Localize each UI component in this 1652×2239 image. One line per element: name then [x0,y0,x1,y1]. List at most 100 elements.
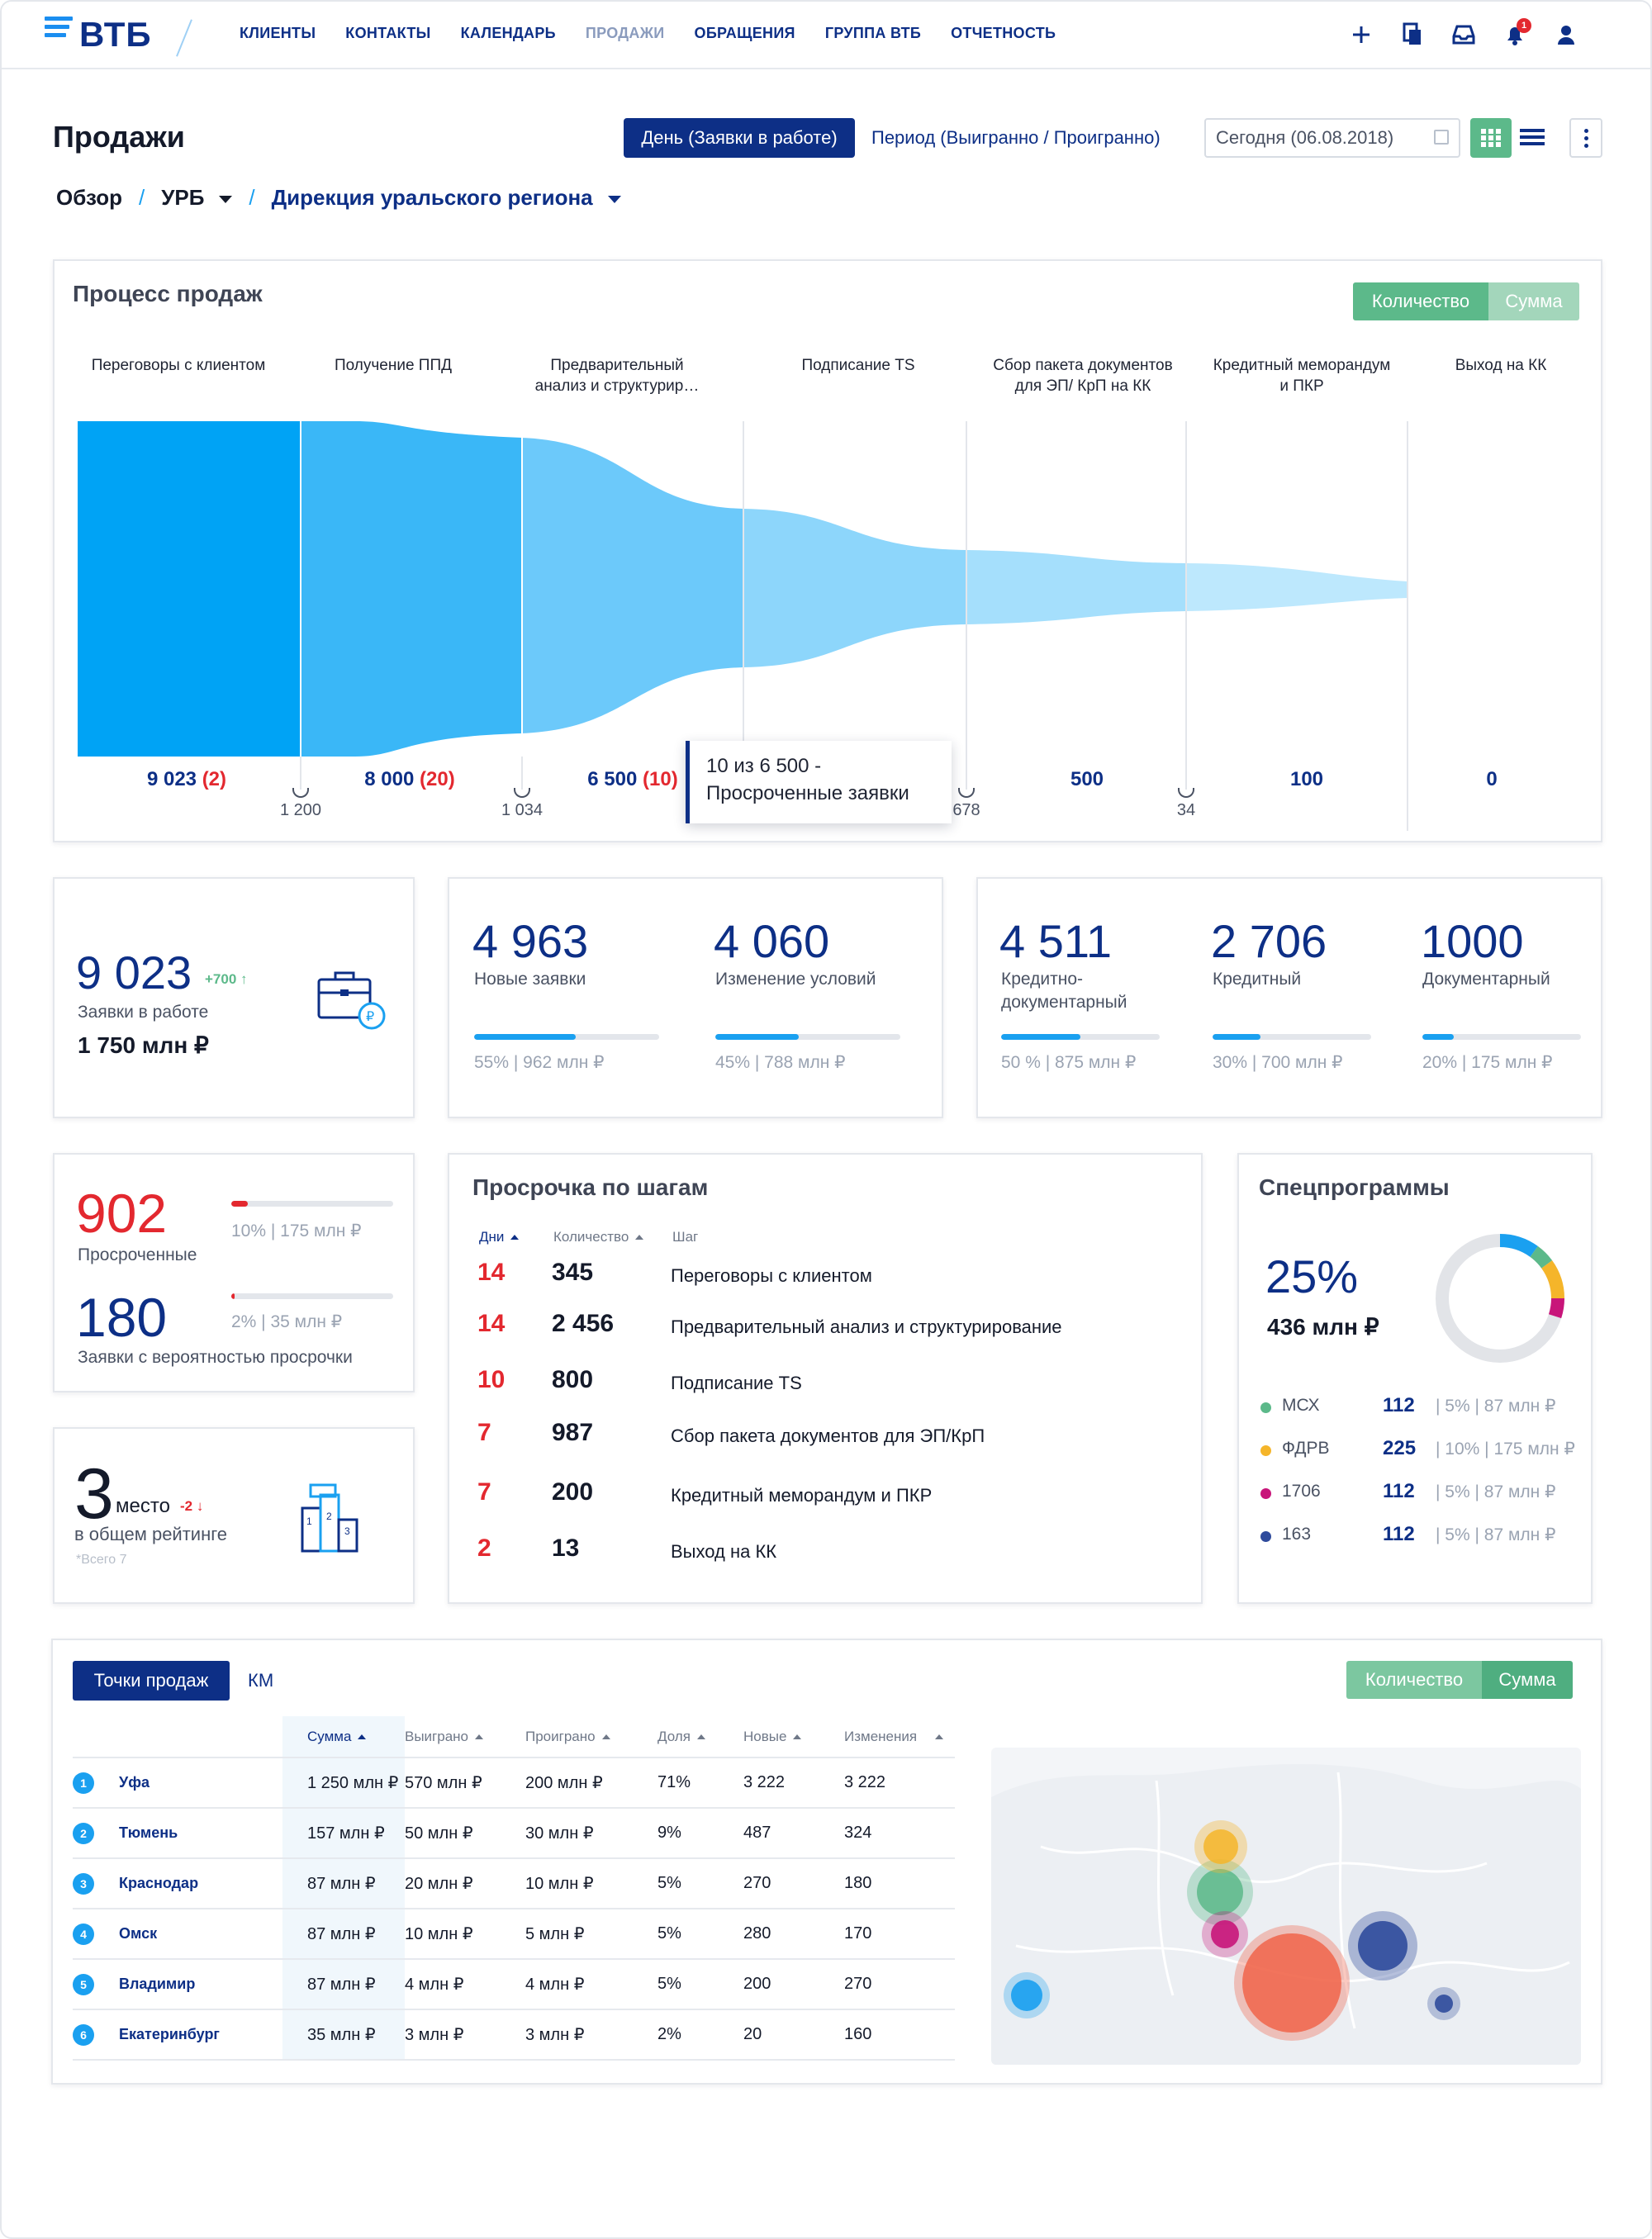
stage-value[interactable]: 6 500 (10) [587,768,678,790]
chevron-down-icon[interactable] [219,196,233,203]
toggle-count[interactable]: Количество [1353,282,1488,320]
risk-label: Заявки с вероятностью просрочки [78,1348,353,1367]
sales-map[interactable] [991,1748,1581,2065]
nav-item-contacts[interactable]: КОНТАКТЫ [345,25,431,41]
in-work-label: Заявки в работе [78,1003,209,1022]
header-new[interactable]: Новые [743,1716,836,1758]
period-mode-link[interactable]: Период (Выигранно / Проигранно) [871,127,1161,148]
delay-steps-card: Просрочка по шагам Дни Количество Шаг 14… [448,1153,1203,1604]
delay-steps-title: Просрочка по шагам [472,1174,709,1200]
table-row[interactable]: 2 Тюмень 157 млн ₽50 млн ₽30 млн ₽9% 487 32… [73,1807,955,1858]
list-view-button[interactable] [1520,126,1545,150]
stage-label: Выход на КК [1455,357,1547,374]
header-count[interactable]: Количество [553,1229,644,1245]
delay-row[interactable]: 14 345 Переговоры с клиентом [477,1259,872,1286]
delay-row[interactable]: 7 987 Сбор пакета документов для ЭП/КрП [477,1419,985,1446]
stage-value[interactable]: 500 [1070,768,1104,790]
in-work-card: 9 023 +700 ↑ Заявки в работе 1 750 млн ₽… [53,877,415,1118]
calendar-icon [1434,130,1449,145]
header-sum[interactable]: Сумма [282,1716,405,1758]
legend-dot [1260,1488,1271,1499]
table-row[interactable]: 6 Екатеринбург 35 млн ₽3 млн ₽3 млн ₽2% 20… [73,2009,955,2061]
overdue-meta: 10% | 175 млн ₽ [231,1221,362,1240]
header-changes[interactable]: Изменения [836,1716,955,1758]
sort-asc-icon [696,1734,705,1739]
tab-sales-points[interactable]: Точки продаж [73,1661,230,1701]
tab-km[interactable]: КМ [248,1670,274,1691]
table-row[interactable]: 1 Уфа 1 250 млн ₽570 млн ₽200 млн ₽71% 3 2… [73,1757,955,1808]
stage-label: Подписание TS [801,357,915,374]
stage-value[interactable]: 0 [1486,768,1498,790]
special-item[interactable]: МСХ 112 | 5% | 87 млн ₽ [1260,1394,1591,1419]
toggle-count[interactable]: Количество [1346,1661,1482,1699]
overdue-tooltip: 10 из 6 500 - Просроченные заявки [686,741,952,823]
breadcrumb-overview[interactable]: Обзор [56,185,122,210]
special-item[interactable]: 163 112 | 5% | 87 млн ₽ [1260,1523,1591,1548]
sort-asc-icon [510,1235,520,1240]
table-row[interactable]: 3 Краснодар 87 млн ₽20 млн ₽10 млн ₽5% 270… [73,1857,955,1909]
vtb-logo[interactable]: ВТБ [45,15,152,56]
delay-row[interactable]: 2 13 Выход на КК [477,1535,777,1562]
header-share[interactable]: Доля [657,1716,743,1758]
table-row[interactable]: 4 Омск 87 млн ₽10 млн ₽5 млн ₽5% 280 170 [73,1908,955,1959]
change-terms-label: Изменение условий [715,970,876,989]
special-item[interactable]: ФДРВ 225 | 10% | 175 млн ₽ [1260,1437,1591,1462]
dropoff-arrow-icon [514,788,530,798]
rating-delta: -2 ↓ [180,1498,204,1514]
chevron-down-icon[interactable] [607,196,621,203]
stage-value[interactable]: 8 000 (20) [364,768,455,790]
documents-icon[interactable] [1398,20,1427,50]
header-won[interactable]: Выиграно [405,1716,525,1758]
stage-value[interactable]: 9 023 (2) [146,768,227,790]
dropoff-arrow-icon [1178,788,1194,798]
documentary-label: Документарный [1422,970,1550,989]
funnel-segment [301,421,522,757]
rating-label: в общем рейтинге [74,1524,228,1544]
user-icon[interactable] [1551,20,1581,50]
nav-item-sales[interactable]: ПРОДАЖИ [585,25,665,41]
day-mode-button[interactable]: День (Заявки в работе) [624,118,855,158]
stage-value[interactable]: 100 [1289,768,1324,790]
toggle-sum[interactable]: Сумма [1488,282,1579,320]
bell-icon[interactable]: 1 [1500,18,1531,50]
risk-meta: 2% | 35 млн ₽ [231,1312,343,1331]
inbox-icon[interactable] [1449,20,1479,50]
rating-place: 3 [74,1454,114,1534]
overdue-card: 902 Просроченные 10% | 175 млн ₽ 180 Зая… [53,1153,415,1392]
delay-row[interactable]: 14 2 456 Предварительный анализ и структур… [477,1310,1062,1337]
sort-asc-icon [935,1734,944,1739]
header-days[interactable]: Дни [479,1229,520,1245]
nav-item-clients[interactable]: КЛИЕНТЫ [240,25,316,41]
stage-dropoff: 678 [917,788,1016,820]
header-lost[interactable]: Проиграно [525,1716,657,1758]
grid-view-button[interactable] [1470,118,1512,158]
svg-text:2: 2 [326,1511,332,1522]
new-requests-progress [474,1034,659,1040]
breadcrumb-urb[interactable]: УРБ [161,185,205,210]
legend-dot [1260,1531,1271,1542]
map-bubbles-visible [1004,1820,1460,2041]
nav-divider [176,19,192,57]
delay-row[interactable]: 7 200 Кредитный меморандум и ПКР [477,1478,933,1506]
more-options-button[interactable] [1569,118,1602,158]
funnel-segment [1186,563,1408,611]
rating-note: *Всего 7 [76,1553,127,1567]
table-row[interactable]: 5 Владимир 87 млн ₽4 млн ₽4 млн ₽5% 200 270 [73,1958,955,2009]
funnel-metric-toggle: Количество Сумма [1353,282,1579,320]
date-picker[interactable]: Сегодня (06.08.2018) [1204,118,1460,158]
change-terms-value: 4 060 [714,915,830,967]
delay-row[interactable]: 10 800 Подписание TS [477,1366,802,1393]
nav-item-requests[interactable]: ОБРАЩЕНИЯ [694,25,795,41]
breadcrumb-region[interactable]: Дирекция уральского региона [271,185,593,210]
nav-item-reports[interactable]: ОТЧЕТНОСТЬ [951,25,1056,41]
nav-item-vtb-group[interactable]: ГРУППА ВТБ [824,25,922,41]
map-bubble-magenta [1202,1911,1248,1957]
special-item[interactable]: 1706 112 | 5% | 87 млн ₽ [1260,1480,1591,1505]
nav-item-calendar[interactable]: КАЛЕНДАРЬ [460,25,556,41]
svg-text:₽: ₽ [366,1010,374,1024]
sort-asc-icon [475,1734,484,1739]
toggle-sum[interactable]: Сумма [1482,1661,1573,1699]
add-icon[interactable] [1346,20,1376,50]
breadcrumb-separator: / [138,185,145,210]
